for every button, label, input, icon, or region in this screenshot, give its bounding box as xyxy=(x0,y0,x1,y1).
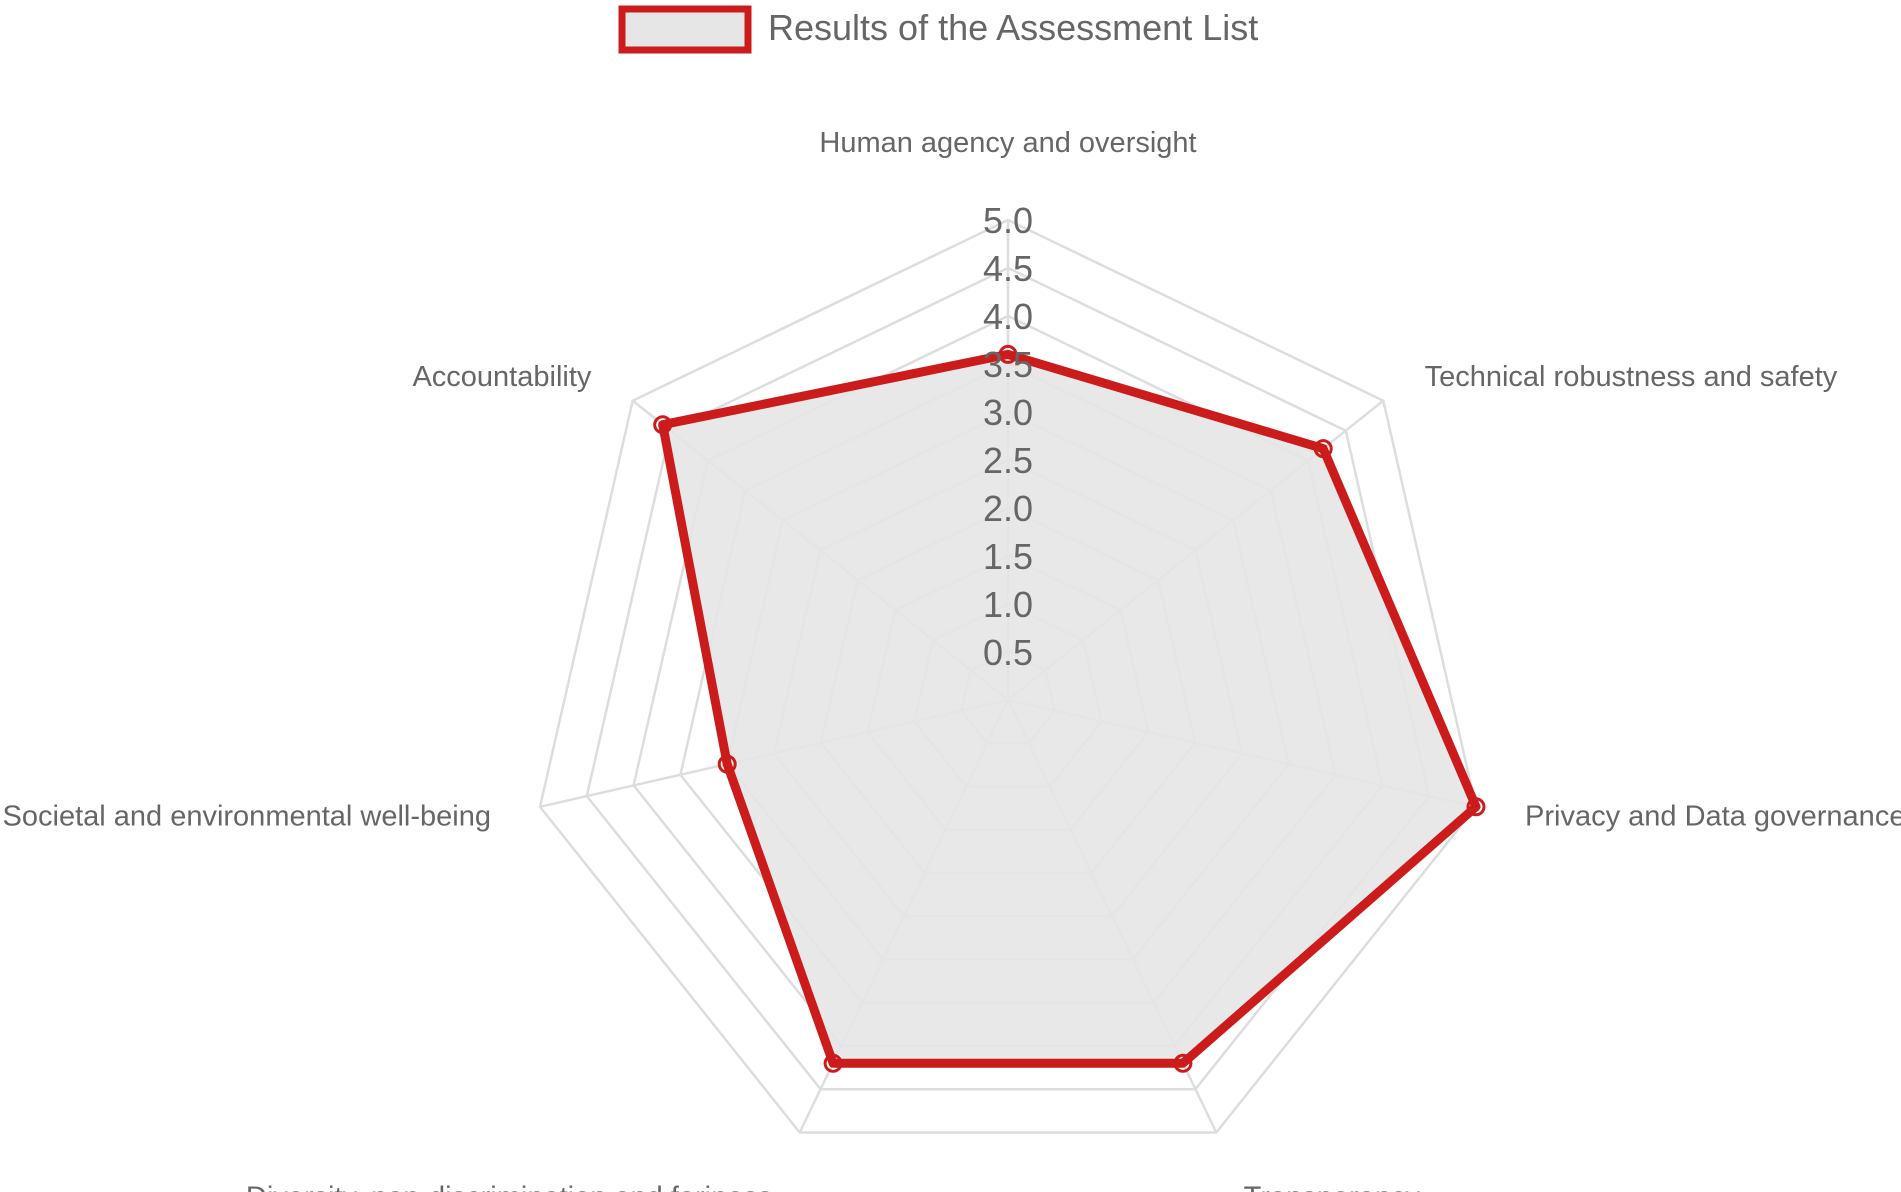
data-point-7 xyxy=(653,415,673,435)
tick-label-0-5: 0.5 xyxy=(983,632,1033,673)
data-point-4 xyxy=(1173,1053,1193,1073)
tick-label-2-0: 2.0 xyxy=(983,488,1033,529)
tick-label-1-0: 1.0 xyxy=(983,584,1033,625)
tick-label-4-5: 4.5 xyxy=(983,248,1033,289)
radial-ticks: 0.5 1.0 1.5 2.0 2.5 3.0 3.5 4.0 4.5 5.0 xyxy=(983,200,1033,673)
axis-label-4: Transparency xyxy=(1244,1182,1421,1192)
axis-label-5: Diversity, non-discrimination and farine… xyxy=(246,1182,773,1192)
axis-labels: Human agency and oversight Technical robu… xyxy=(3,127,1901,1192)
legend-swatch[interactable] xyxy=(618,5,752,54)
legend[interactable]: Results of the Assessment List xyxy=(618,5,1258,54)
tick-label-3-0: 3.0 xyxy=(983,392,1033,433)
axis-label-2: Technical robustness and safety xyxy=(1425,361,1838,393)
data-point-5 xyxy=(823,1053,843,1073)
legend-label[interactable]: Results of the Assessment List xyxy=(768,7,1258,48)
series-area-1 xyxy=(658,349,1481,1068)
tick-label-5-0: 5.0 xyxy=(983,200,1033,241)
axis-label-7: Accountability xyxy=(412,361,591,393)
tick-label-2-5: 2.5 xyxy=(983,440,1033,481)
data-point-1 xyxy=(998,344,1018,364)
data-point-6 xyxy=(717,754,737,774)
tick-label-1-5: 1.5 xyxy=(983,536,1033,577)
axis-label-1: Human agency and oversight xyxy=(819,127,1196,159)
tick-label-4-0: 4.0 xyxy=(983,296,1033,337)
grid-ring-9 xyxy=(585,266,1431,1091)
data-point-2 xyxy=(1313,439,1333,459)
axis-label-6: Societal and environmental well-being xyxy=(3,801,491,833)
grid-ring-10 xyxy=(538,218,1478,1134)
axis-label-3: Privacy and Data governance xyxy=(1525,801,1901,833)
data-point-3 xyxy=(1466,797,1486,817)
tick-label-3-5: 3.5 xyxy=(983,344,1033,385)
radar-series xyxy=(653,344,1486,1073)
